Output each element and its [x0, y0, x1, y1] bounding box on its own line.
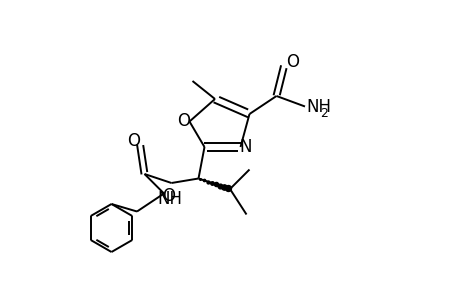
- Text: O: O: [177, 112, 190, 130]
- Text: 2: 2: [320, 106, 328, 120]
- Text: N: N: [239, 138, 252, 156]
- Text: NH: NH: [306, 98, 330, 116]
- Text: O: O: [286, 53, 299, 71]
- Text: O: O: [162, 187, 174, 205]
- Text: NH: NH: [157, 190, 182, 208]
- Text: O: O: [127, 132, 140, 150]
